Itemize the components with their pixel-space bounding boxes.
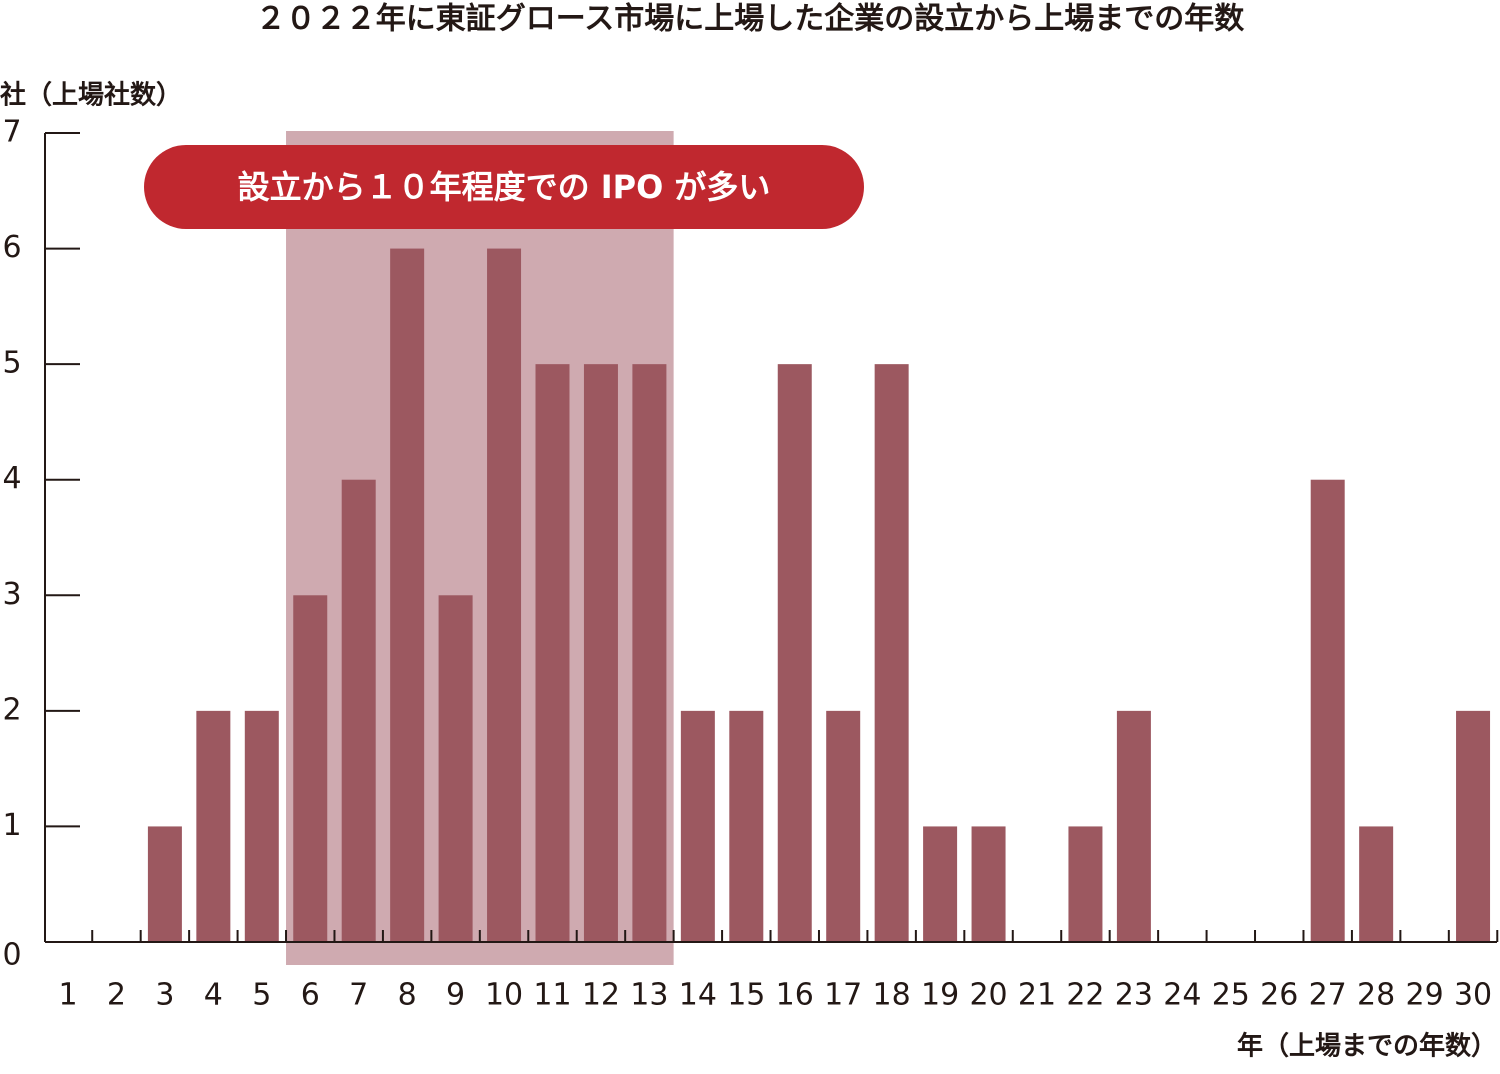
bar xyxy=(1456,710,1491,942)
bar xyxy=(390,248,425,943)
x-tick-label: 30 xyxy=(1454,978,1492,1013)
bar xyxy=(293,595,328,942)
x-axis-label: 年（上場までの年数） xyxy=(1237,1031,1497,1062)
bar xyxy=(1116,710,1151,942)
x-tick-label: 4 xyxy=(204,978,223,1013)
x-tick-label: 14 xyxy=(679,978,717,1013)
bar xyxy=(923,826,958,942)
y-tick-label: 7 xyxy=(2,115,21,150)
bar xyxy=(632,364,667,943)
x-tick-label: 5 xyxy=(252,978,271,1013)
bar xyxy=(535,364,570,943)
x-tick-label: 1 xyxy=(58,978,77,1013)
bar xyxy=(971,826,1006,942)
bar xyxy=(729,710,764,942)
y-tick-label: 6 xyxy=(2,230,21,265)
x-tick-label: 13 xyxy=(630,978,668,1013)
bar xyxy=(341,479,376,942)
x-tick-label: 26 xyxy=(1260,978,1298,1013)
y-tick-label: 4 xyxy=(2,461,21,496)
bar xyxy=(147,826,182,942)
x-tick-label: 17 xyxy=(824,978,862,1013)
chart-title: ２０２２年に東証グロース市場に上場した企業の設立から上場までの年数 xyxy=(256,2,1245,37)
x-tick-label: 2 xyxy=(107,978,126,1013)
bar xyxy=(1310,479,1345,942)
x-tick-label: 9 xyxy=(446,978,465,1013)
y-tick-label: 5 xyxy=(2,346,21,381)
x-tick-label: 16 xyxy=(776,978,814,1013)
bar xyxy=(826,710,861,942)
bar xyxy=(438,595,473,942)
x-tick-label: 25 xyxy=(1212,978,1250,1013)
bar xyxy=(1068,826,1103,942)
x-tick-label: 21 xyxy=(1018,978,1056,1013)
x-tick-label: 3 xyxy=(155,978,174,1013)
x-tick-label: 12 xyxy=(582,978,620,1013)
bar xyxy=(196,710,231,942)
x-tick-label: 22 xyxy=(1066,978,1104,1013)
bar xyxy=(583,364,618,943)
bar xyxy=(777,364,812,943)
x-tick-label: 15 xyxy=(727,978,765,1013)
x-tick-label: 19 xyxy=(921,978,959,1013)
y-tick-label: 1 xyxy=(2,808,21,843)
x-tick-label: 10 xyxy=(485,978,523,1013)
bar xyxy=(487,248,522,943)
y-tick-label: 0 xyxy=(2,938,21,973)
x-tick-label: 28 xyxy=(1357,978,1395,1013)
annotation-box xyxy=(144,145,864,229)
y-axis-label: 社（上場社数） xyxy=(0,80,182,111)
x-tick-label: 18 xyxy=(873,978,911,1013)
y-tick-label: 2 xyxy=(2,692,21,727)
x-tick-label: 7 xyxy=(349,978,368,1013)
annotation: 設立から１０年程度での IPO が多い xyxy=(238,168,771,206)
x-tick-label: 11 xyxy=(533,978,571,1013)
y-tick-label: 3 xyxy=(2,577,21,612)
x-tick-label: 29 xyxy=(1406,978,1444,1013)
x-tick-label: 23 xyxy=(1115,978,1153,1013)
bar xyxy=(874,364,909,943)
x-tick-label: 6 xyxy=(301,978,320,1013)
bar xyxy=(1359,826,1394,942)
bar xyxy=(244,710,279,942)
x-tick-label: 8 xyxy=(398,978,417,1013)
x-tick-label: 20 xyxy=(969,978,1007,1013)
bar xyxy=(680,710,715,942)
x-tick-label: 27 xyxy=(1309,978,1347,1013)
x-tick-label: 24 xyxy=(1163,978,1201,1013)
